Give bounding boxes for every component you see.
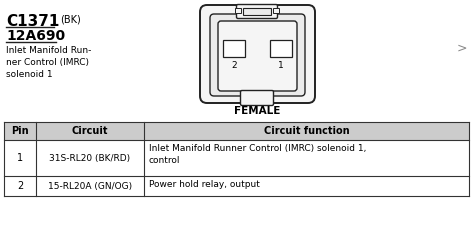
Bar: [223, 40, 245, 57]
Text: 2: 2: [17, 181, 23, 191]
FancyBboxPatch shape: [237, 4, 277, 18]
Text: Power hold relay, output: Power hold relay, output: [149, 180, 260, 189]
Bar: [4, 140, 469, 176]
Text: Pin: Pin: [11, 126, 29, 136]
Bar: [243, 8, 271, 15]
Text: 1: 1: [17, 153, 23, 163]
FancyBboxPatch shape: [218, 21, 297, 91]
Bar: [273, 8, 279, 13]
Text: 2: 2: [231, 61, 237, 70]
Text: 31S-RL20 (BK/RD): 31S-RL20 (BK/RD): [49, 153, 130, 162]
Text: Circuit: Circuit: [72, 126, 108, 136]
Text: Inlet Manifold Runner Control (IMRC) solenoid 1,
control: Inlet Manifold Runner Control (IMRC) sol…: [149, 144, 366, 165]
Text: Inlet Manifold Run-
ner Control (IMRC)
solenoid 1: Inlet Manifold Run- ner Control (IMRC) s…: [6, 46, 91, 79]
Text: (BK): (BK): [60, 14, 81, 24]
Text: 12A690: 12A690: [6, 29, 65, 43]
Text: Circuit function: Circuit function: [264, 126, 349, 136]
FancyBboxPatch shape: [210, 14, 305, 96]
Text: C1371: C1371: [6, 14, 59, 29]
FancyBboxPatch shape: [240, 90, 273, 106]
Bar: [4, 176, 469, 196]
Text: FEMALE: FEMALE: [234, 106, 281, 116]
Bar: [270, 40, 292, 57]
FancyBboxPatch shape: [200, 5, 315, 103]
Text: 15-RL20A (GN/OG): 15-RL20A (GN/OG): [48, 182, 132, 191]
Bar: [4, 122, 469, 140]
Text: >: >: [457, 41, 467, 54]
Bar: [235, 8, 241, 13]
Text: 1: 1: [278, 61, 284, 70]
